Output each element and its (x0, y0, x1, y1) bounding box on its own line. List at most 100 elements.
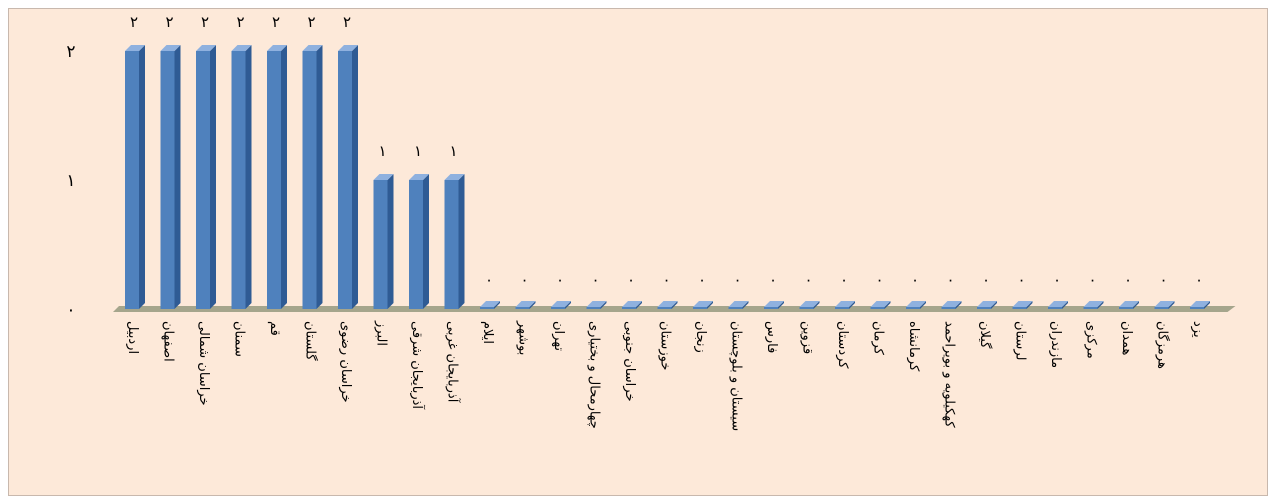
data-label: ۰ (911, 271, 919, 289)
bar-front (906, 307, 920, 309)
bar-front (196, 51, 210, 309)
bar-front (338, 51, 352, 309)
bar-front (977, 307, 991, 309)
bar-26 (1012, 301, 1033, 309)
bar-side (565, 301, 571, 309)
data-label: ۰ (520, 271, 528, 289)
bar-front (125, 51, 139, 309)
bar-19 (764, 301, 784, 309)
bar-front (1119, 307, 1133, 309)
x-tick-label: خراسان شمالی (196, 321, 211, 406)
data-label: ۲ (272, 13, 280, 31)
x-tick-label: تهران (551, 321, 566, 351)
bar-24 (941, 301, 962, 309)
bar-top (373, 174, 394, 180)
y-tick-label: ۲ (66, 42, 75, 62)
bar-top (302, 45, 323, 51)
bar-top (693, 301, 713, 307)
bar-side (210, 45, 216, 309)
bar-front (1083, 307, 1098, 309)
bar-3 (196, 45, 216, 309)
bar-23 (906, 301, 926, 309)
bar-8 (373, 174, 394, 309)
bar-top (515, 301, 536, 307)
bar-side (245, 45, 252, 309)
bar-front (515, 307, 530, 309)
bar-side (494, 301, 500, 309)
bar-side (139, 45, 145, 309)
x-tick-label: اصفهان (161, 321, 176, 362)
bar-front (728, 307, 743, 309)
x-tick-label: همدان (1119, 321, 1134, 355)
x-tick-label: خراسان جنوبی (622, 321, 637, 401)
bar-side (458, 174, 465, 309)
bar-side (600, 301, 607, 309)
bar-front (622, 307, 636, 309)
bar-top (231, 45, 252, 51)
bar-side (813, 301, 820, 309)
x-tick-label: سمنان (232, 321, 247, 357)
bar-side (387, 174, 394, 309)
bar-top (409, 174, 429, 180)
bar-chart: ۰ ۱ ۲ ۲ ۲ ۲ ۲ ۲ ۲ ۲ ۱ ۱ ۱ ۰ ۰ ۰ ۰ ۰ ۰ ۰ ۰ ۰ ۰ ۰ ۰ ۰ ۰ ۰ ۰ ۰ ۰ ۰ ۰ ۰ اردب… (66, 13, 1236, 431)
bar-top (267, 45, 287, 51)
data-label: ۰ (662, 271, 670, 289)
bar-side (1204, 301, 1210, 309)
bar-top (870, 301, 891, 307)
data-label: ۱ (414, 142, 422, 160)
bar-20 (799, 301, 820, 309)
data-label: ۲ (236, 13, 244, 31)
data-label: ۲ (201, 13, 209, 31)
bar-top (657, 301, 678, 307)
bar-top (1012, 301, 1033, 307)
bar-28 (1083, 301, 1104, 309)
data-label: ۲ (307, 13, 315, 31)
bar-front (835, 307, 849, 309)
bar-top (728, 301, 749, 307)
bar-side (991, 301, 997, 309)
bar-top (764, 301, 784, 307)
bar-front (480, 307, 494, 309)
bar-side (884, 301, 891, 309)
bar-top (444, 174, 465, 180)
data-label: ۰ (1124, 271, 1132, 289)
data-label: ۰ (1195, 271, 1203, 289)
data-label: ۰ (591, 271, 599, 289)
bar-14 (586, 301, 607, 309)
data-label: ۰ (698, 271, 706, 289)
bar-7 (338, 45, 358, 309)
bar-18 (728, 301, 749, 309)
bar-top (1083, 301, 1104, 307)
y-tick-label: ۱ (66, 171, 75, 191)
data-label: ۰ (627, 271, 635, 289)
bar-front (799, 307, 814, 309)
bar-front (693, 307, 707, 309)
bar-front (231, 51, 246, 309)
x-tick-label: فارس (764, 321, 779, 353)
x-tick-label: خوزستان (658, 321, 673, 370)
bar-15 (622, 301, 642, 309)
bar-side (636, 301, 642, 309)
bar-2 (160, 45, 181, 309)
bar-top (196, 45, 216, 51)
bar-side (1168, 301, 1175, 309)
data-label: ۰ (946, 271, 954, 289)
bar-4 (231, 45, 252, 309)
bar-side (742, 301, 749, 309)
bar-22 (870, 301, 891, 309)
bar-29 (1119, 301, 1139, 309)
x-tick-label: ایلام (480, 321, 495, 344)
x-tick-label: آذربایجان غربی (445, 321, 462, 404)
bar-5 (267, 45, 287, 309)
data-label: ۱ (378, 142, 386, 160)
x-tick-label: هرمزگان (1155, 321, 1171, 369)
bar-6 (302, 45, 323, 309)
data-label: ۱ (449, 142, 457, 160)
data-label: ۲ (165, 13, 173, 31)
x-tick-label: آذربایجان شرقی (409, 321, 426, 410)
bar-side (778, 301, 784, 309)
data-label: ۰ (485, 271, 493, 289)
x-tick-label: لرستان (1013, 321, 1028, 360)
bar-31 (1190, 301, 1210, 309)
bar-front (551, 307, 565, 309)
